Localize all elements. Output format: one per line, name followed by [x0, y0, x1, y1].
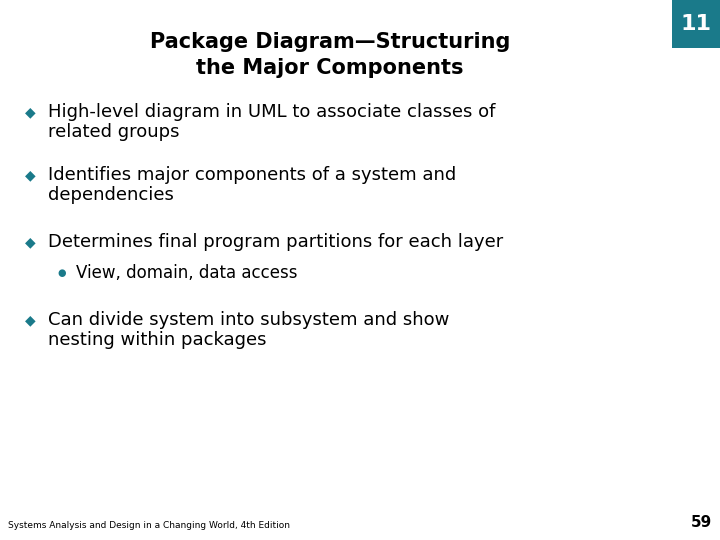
- Text: the Major Components: the Major Components: [197, 58, 464, 78]
- Text: ◆: ◆: [24, 235, 35, 249]
- Bar: [672, 0, 720, 48]
- Text: Systems Analysis and Design in a Changing World, 4th Edition: Systems Analysis and Design in a Changin…: [8, 521, 290, 530]
- Text: dependencies: dependencies: [48, 186, 174, 204]
- Text: ◆: ◆: [24, 313, 35, 327]
- Text: High-level diagram in UML to associate classes of: High-level diagram in UML to associate c…: [48, 103, 495, 121]
- Text: Determines final program partitions for each layer: Determines final program partitions for …: [48, 233, 503, 251]
- Text: ●: ●: [58, 268, 66, 278]
- Text: nesting within packages: nesting within packages: [48, 331, 266, 349]
- Text: 11: 11: [680, 14, 711, 34]
- Text: Can divide system into subsystem and show: Can divide system into subsystem and sho…: [48, 311, 449, 329]
- Text: ◆: ◆: [24, 168, 35, 182]
- Text: View, domain, data access: View, domain, data access: [76, 264, 297, 282]
- Text: related groups: related groups: [48, 123, 179, 141]
- Text: Package Diagram—Structuring: Package Diagram—Structuring: [150, 32, 510, 52]
- Text: 59: 59: [690, 515, 712, 530]
- Text: ◆: ◆: [24, 105, 35, 119]
- Text: Identifies major components of a system and: Identifies major components of a system …: [48, 166, 456, 184]
